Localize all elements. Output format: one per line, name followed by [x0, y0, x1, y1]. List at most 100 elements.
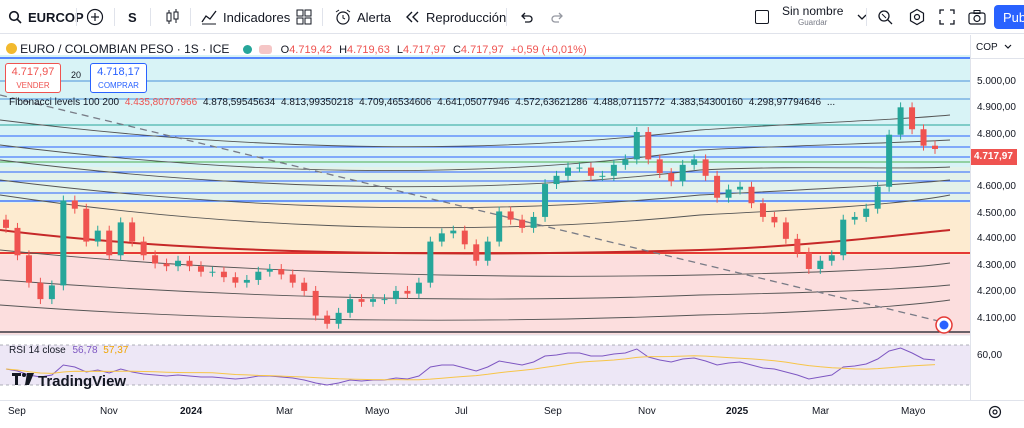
- fib-legend-title: Fibonacci levels 100 200: [9, 97, 120, 108]
- rsi-legend[interactable]: RSI 14 close 56,78 57,37: [9, 345, 128, 356]
- quick-search-button[interactable]: [876, 0, 894, 34]
- undo-button[interactable]: [518, 0, 534, 34]
- redo-icon: [550, 10, 566, 24]
- indicators-button[interactable]: Indicadores: [200, 0, 290, 34]
- currency-label: COP: [976, 42, 998, 53]
- time-label: Nov: [100, 406, 118, 417]
- toolbar-divider: [506, 8, 507, 26]
- candle-body: [461, 230, 468, 245]
- legend-title: EURO / COLOMBIAN PESO · 1S · ICE: [20, 42, 230, 56]
- candle-body: [60, 200, 67, 286]
- buy-button[interactable]: 4.718,17 COMPRAR: [90, 63, 147, 93]
- candle-body: [553, 175, 560, 185]
- candle-body: [209, 271, 216, 273]
- layout-name: Sin nombre: [782, 4, 844, 18]
- settings-button[interactable]: [908, 0, 926, 34]
- ohlc-high: 4.719,63: [347, 44, 390, 56]
- templates-button[interactable]: [296, 0, 312, 34]
- candle-body: [702, 159, 709, 176]
- legend-market-closed-icon: [258, 45, 272, 54]
- rsi-value: 56,78: [72, 345, 98, 356]
- chart-settings-button[interactable]: [988, 405, 1002, 424]
- snapshot-button[interactable]: [968, 0, 986, 34]
- fib-more: ...: [826, 97, 836, 108]
- toolbar-divider: [322, 8, 323, 26]
- channel-line: [0, 139, 951, 172]
- fib-lines: [0, 57, 970, 333]
- fib-legend[interactable]: Fibonacci levels 100 200 4.435,80707966 …: [9, 97, 835, 108]
- candle-body: [278, 268, 285, 275]
- tradingview-logo[interactable]: TradingView: [12, 372, 126, 390]
- sell-price: 4.717,97: [11, 66, 55, 78]
- candle-body: [140, 241, 147, 256]
- candle-body: [932, 145, 938, 149]
- candle-body: [519, 219, 526, 228]
- candle-body: [840, 219, 847, 256]
- candle-body: [725, 189, 732, 198]
- toolbar-divider: [76, 8, 77, 26]
- candle-body: [37, 282, 44, 300]
- compare-button[interactable]: [86, 0, 104, 34]
- candle-body: [748, 186, 755, 204]
- candle-body: [576, 167, 583, 169]
- ohlc-low: 4.717,97: [403, 44, 446, 56]
- candle-body: [771, 216, 778, 223]
- rsi-line: [5, 347, 936, 386]
- ohlc-high-label: H: [339, 44, 348, 56]
- candle-body: [450, 230, 457, 234]
- alarm-clock-icon: [334, 8, 352, 26]
- price-label: 4.300,00: [977, 260, 1016, 271]
- candle-body: [610, 164, 617, 176]
- candle-body: [782, 222, 789, 239]
- candle-body: [3, 219, 9, 228]
- rsi-ma-line: [5, 355, 936, 381]
- chart-pane[interactable]: EURO / COLOMBIAN PESO · 1S · ICE O4.719,…: [0, 35, 970, 400]
- sell-button[interactable]: 4.717,97 VENDER: [5, 63, 61, 93]
- layout-status: Guardar: [798, 18, 828, 27]
- replay-button[interactable]: Reproducción: [404, 0, 506, 34]
- candle-body: [71, 200, 78, 209]
- fib-value: 4.435,80707966: [124, 97, 198, 108]
- channel-line: [0, 159, 951, 188]
- redo-button[interactable]: [550, 0, 566, 34]
- candle-body: [886, 134, 893, 187]
- rsi-ma-value: 57,37: [103, 345, 129, 356]
- price-chart[interactable]: [0, 35, 970, 400]
- interval-button[interactable]: S: [128, 9, 137, 25]
- indicators-label: Indicadores: [223, 9, 291, 25]
- candle-body: [301, 282, 308, 291]
- time-label: Mayo: [901, 406, 926, 417]
- buy-label: COMPRAR: [98, 81, 139, 90]
- fib-zone-lower: [0, 255, 970, 335]
- symbol-search[interactable]: EURCOP: [8, 0, 84, 34]
- rsi-group: [5, 347, 936, 386]
- fullscreen-button[interactable]: [938, 0, 956, 34]
- alert-button[interactable]: Alerta: [334, 0, 391, 34]
- quick-search-icon: [876, 8, 894, 26]
- candle-body: [484, 241, 491, 261]
- rsi-band: [0, 345, 970, 385]
- candle-body: [438, 233, 445, 242]
- publish-button[interactable]: Pub: [994, 5, 1024, 29]
- candle-body: [266, 268, 273, 272]
- candle-body: [220, 271, 227, 278]
- candle-body: [542, 184, 549, 217]
- sell-label: VENDER: [16, 81, 50, 90]
- price-axis[interactable]: COP 5.000,00 4.900,00 4.800,00 4.600,00 …: [970, 35, 1024, 400]
- time-label: Mar: [812, 406, 830, 417]
- channel-line: [0, 179, 951, 209]
- rsi-legend-title: RSI 14 close: [9, 345, 66, 356]
- layout-select[interactable]: Sin nombre Guardar: [755, 0, 867, 34]
- fullscreen-icon: [938, 8, 956, 26]
- time-label: Nov: [638, 406, 656, 417]
- currency-select[interactable]: COP: [971, 37, 1024, 59]
- candle-body: [794, 238, 801, 253]
- time-label: Sep: [544, 406, 562, 417]
- ohlc-open: 4.719,42: [289, 44, 333, 56]
- time-axis[interactable]: Sep Nov 2024 Mar Mayo Jul Sep Nov 2025 M…: [0, 400, 1024, 428]
- candle-body: [691, 159, 698, 165]
- candle-body: [415, 282, 422, 294]
- chart-type-button[interactable]: [164, 0, 182, 34]
- candle-body: [106, 230, 113, 256]
- moving-average-line: [0, 229, 951, 255]
